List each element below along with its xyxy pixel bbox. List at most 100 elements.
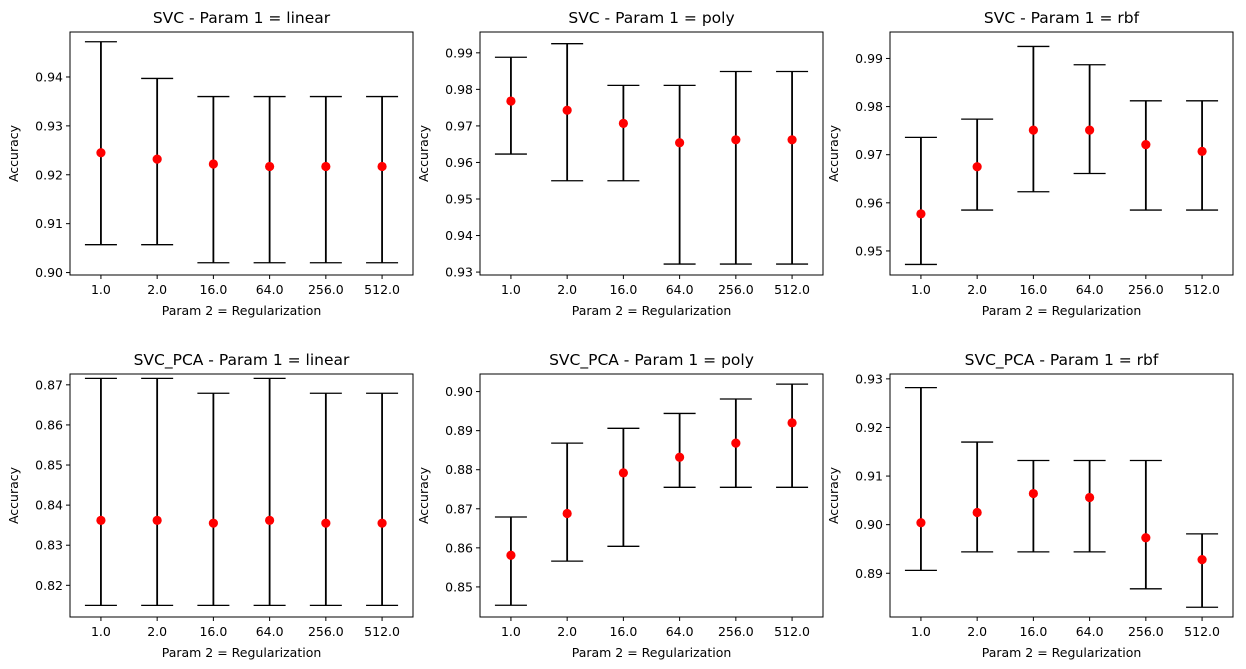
y-tick-label: 0.91 [855, 469, 883, 484]
y-axis-label: Accuracy [6, 124, 21, 182]
data-point [675, 138, 685, 148]
y-tick-label: 0.96 [855, 195, 883, 210]
data-point [972, 507, 982, 518]
y-tick-label: 0.86 [35, 417, 63, 432]
axes-frame [479, 373, 824, 618]
y-tick-label: 0.89 [855, 566, 883, 581]
data-point [265, 161, 275, 172]
x-tick-label: 512.0 [774, 282, 810, 297]
errorbar-group [309, 392, 342, 607]
errorbar-group [84, 41, 117, 246]
x-tick-label: 1.0 [911, 624, 931, 639]
data-point [1085, 492, 1095, 503]
x-tick-label: 16.0 [199, 282, 227, 297]
errorbar-group [1017, 45, 1050, 193]
x-tick-label: 2.0 [147, 282, 167, 297]
x-axis-label: Param 2 = Regularization [162, 645, 322, 660]
errorbar-group [663, 84, 696, 265]
x-tick-label: 64.0 [1076, 282, 1104, 297]
subplot-1: SVC - Param 1 = linear Param 2 = Regulari… [6, 9, 414, 318]
data-point [1197, 555, 1207, 565]
x-tick-label: 256.0 [308, 282, 344, 297]
errorbar-group [776, 70, 809, 265]
errorbar-group [1073, 64, 1106, 175]
errorbar-group [904, 386, 937, 571]
data-point [916, 518, 926, 528]
subplot-6: SVC_PCA - Param 1 = rbf Param 2 = Regular… [826, 351, 1234, 660]
data-point [1141, 533, 1151, 543]
data-point [377, 161, 387, 172]
data-point [562, 105, 572, 115]
errorbar-group [366, 392, 399, 607]
x-tick-label: 64.0 [1076, 624, 1104, 639]
data-point [916, 209, 926, 219]
x-tick-label: 256.0 [1128, 282, 1164, 297]
y-tick-label: 0.92 [855, 420, 883, 435]
x-axis-label: Param 2 = Regularization [572, 303, 732, 318]
data-point [506, 550, 516, 560]
y-tick-label: 0.93 [855, 371, 883, 386]
chart-title: SVC - Param 1 = poly [568, 9, 734, 27]
errorbar-group [197, 95, 230, 264]
data-point [96, 515, 106, 525]
y-tick-label: 0.86 [445, 540, 473, 555]
data-point [787, 418, 797, 428]
y-tick-label: 0.92 [35, 167, 63, 182]
errorbar-group [1129, 459, 1162, 590]
y-tick-label: 0.90 [35, 265, 63, 280]
data-point [96, 148, 106, 158]
data-point [731, 438, 741, 448]
errorbar-group [904, 136, 937, 266]
y-tick-label: 0.85 [445, 579, 473, 594]
x-tick-label: 1.0 [911, 282, 931, 297]
subplot-5: SVC_PCA - Param 1 = poly Param 2 = Regula… [416, 351, 824, 660]
data-point [731, 135, 741, 145]
errorbar-group [141, 377, 174, 607]
data-point [618, 118, 628, 128]
data-point [377, 518, 387, 528]
errorbar-group [253, 377, 286, 607]
errorbar-group [1186, 533, 1219, 608]
x-tick-label: 16.0 [1019, 282, 1047, 297]
errorbar-group [494, 56, 527, 155]
y-tick-label: 0.97 [855, 147, 883, 162]
data-point [787, 135, 797, 145]
x-tick-label: 1.0 [501, 282, 521, 297]
data-point [1028, 488, 1038, 499]
y-tick-label: 0.83 [35, 538, 63, 553]
errorbar-group [253, 95, 286, 264]
y-tick-label: 0.85 [35, 458, 63, 473]
errorbar-group [1186, 100, 1219, 211]
y-tick-label: 0.94 [35, 69, 63, 84]
data-point [506, 96, 516, 106]
data-point [618, 468, 628, 478]
y-tick-label: 0.98 [445, 82, 473, 97]
errorbar-group [551, 442, 584, 562]
x-axis-label: Param 2 = Regularization [982, 303, 1142, 318]
x-tick-label: 2.0 [147, 624, 167, 639]
errorbar-group [551, 43, 584, 182]
y-tick-label: 0.96 [445, 155, 473, 170]
x-tick-label: 1.0 [91, 624, 111, 639]
data-point [265, 515, 275, 525]
errorbar-group [1017, 459, 1050, 553]
subplot-4: SVC_PCA - Param 1 = linear Param 2 = Regu… [6, 351, 414, 660]
x-tick-label: 64.0 [256, 624, 284, 639]
data-point [152, 154, 162, 164]
data-point [1085, 125, 1095, 135]
y-axis-label: Accuracy [6, 466, 21, 524]
x-tick-label: 256.0 [1128, 624, 1164, 639]
y-tick-label: 0.88 [445, 462, 473, 477]
y-tick-label: 0.99 [445, 45, 473, 60]
subplot-2: SVC - Param 1 = poly Param 2 = Regulariza… [416, 9, 824, 318]
chart-title: SVC - Param 1 = linear [153, 9, 331, 27]
x-tick-label: 512.0 [774, 624, 810, 639]
y-tick-label: 0.87 [445, 501, 473, 516]
data-point [321, 161, 331, 172]
errorbar-group [719, 398, 752, 488]
x-tick-label: 1.0 [91, 282, 111, 297]
errorbar-group [1129, 100, 1162, 211]
data-point [675, 452, 685, 462]
x-tick-label: 64.0 [256, 282, 284, 297]
